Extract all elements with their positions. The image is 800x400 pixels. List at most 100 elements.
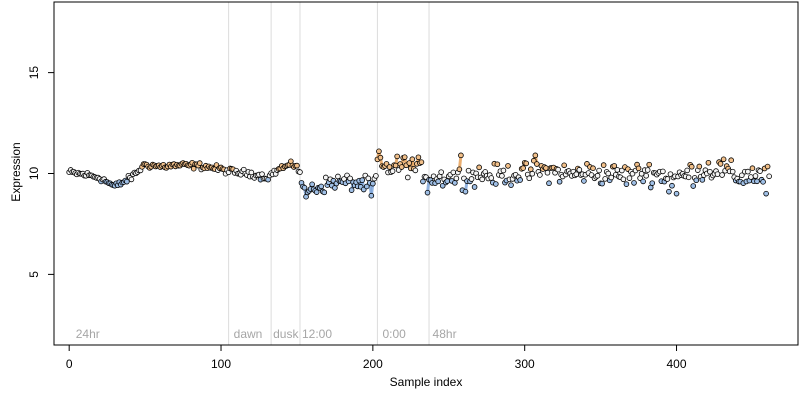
data-point: [412, 167, 419, 174]
data-point: [660, 168, 666, 175]
data-point: [438, 169, 444, 175]
data-point: [377, 154, 384, 161]
data-point: [599, 180, 605, 187]
data-point: [462, 188, 469, 195]
data-point: [529, 170, 536, 177]
data-point: [301, 184, 308, 191]
data-point: [294, 162, 300, 169]
data-point: [450, 169, 457, 176]
data-point: [673, 190, 680, 197]
data-point: [476, 164, 482, 171]
data-point: [623, 181, 630, 187]
data-point: [720, 156, 727, 163]
x-axis: 0 100 200 300 400: [66, 344, 687, 371]
data-point: [619, 167, 625, 174]
data-point: [699, 177, 706, 183]
data-point: [714, 171, 721, 177]
data-point: [667, 171, 674, 177]
time-annotation: 24hr: [76, 327, 100, 341]
data-point: [614, 167, 621, 173]
data-point: [763, 190, 769, 197]
data-point: [537, 172, 543, 178]
data-point: [313, 189, 320, 195]
data-point: [128, 176, 135, 183]
data-point: [309, 181, 315, 188]
data-point: [739, 172, 745, 179]
data-point: [321, 189, 328, 196]
data-point: [527, 166, 534, 172]
data-point: [348, 187, 355, 193]
data-point: [544, 169, 551, 176]
data-point: [620, 176, 627, 183]
data-point: [531, 157, 537, 164]
x-tick-label: 100: [211, 357, 231, 371]
data-point: [576, 167, 583, 173]
time-annotation: dawn: [234, 327, 263, 341]
data-point: [646, 161, 652, 168]
data-point: [505, 163, 511, 169]
data-point: [517, 177, 523, 183]
x-axis-label: Sample index: [390, 375, 463, 389]
data-point: [543, 165, 549, 171]
data-point: [409, 156, 416, 163]
data-point: [561, 162, 567, 169]
data-point: [635, 165, 642, 172]
data-point: [523, 160, 530, 167]
data-point: [581, 178, 587, 184]
data-point: [520, 165, 526, 171]
data-point: [363, 183, 370, 190]
data-point: [493, 181, 499, 187]
data-point: [596, 167, 602, 174]
data-point: [373, 173, 379, 179]
data-point: [359, 177, 366, 183]
data-point: [389, 168, 396, 174]
plot-frame: [53, 1, 799, 346]
data-point: [690, 183, 697, 189]
data-point: [602, 176, 608, 182]
data-point: [456, 166, 463, 173]
data-point: [404, 174, 411, 181]
data-point: [452, 180, 458, 186]
data-point: [644, 167, 651, 173]
data-point: [754, 178, 760, 185]
data-point: [669, 182, 675, 189]
data-point: [347, 175, 353, 182]
data-point: [368, 192, 375, 199]
data-point: [573, 171, 580, 178]
data-point: [532, 152, 539, 159]
data-point: [631, 180, 637, 186]
data-point: [508, 182, 514, 188]
x-tick-label: 300: [515, 357, 535, 371]
data-point: [479, 176, 485, 183]
data-point: [717, 161, 724, 167]
time-annotation: 12:00: [302, 327, 332, 341]
data-point: [322, 174, 329, 181]
data-points: [66, 148, 772, 200]
data-point: [729, 168, 736, 175]
data-point: [705, 159, 712, 166]
data-point: [764, 163, 771, 170]
x-tick-label: 0: [66, 357, 73, 371]
data-point: [664, 176, 671, 182]
data-point: [555, 166, 561, 173]
data-point: [749, 165, 756, 172]
data-point: [124, 178, 130, 185]
data-point: [608, 174, 615, 181]
time-annotation: 48hr: [433, 327, 457, 341]
data-point: [649, 180, 656, 186]
data-point: [386, 164, 393, 170]
time-annotations: 24hr dawn dusk 12:00 0:00 48hr: [76, 327, 457, 341]
y-tick-label: 5: [27, 271, 41, 278]
data-point: [376, 148, 382, 155]
data-point: [468, 176, 475, 182]
data-point: [611, 163, 618, 169]
data-point: [752, 173, 759, 179]
data-point: [500, 167, 507, 174]
data-point: [719, 172, 725, 178]
data-point: [556, 178, 563, 185]
data-point: [626, 175, 633, 181]
data-point: [370, 180, 376, 187]
data-point: [494, 161, 501, 168]
data-point: [398, 164, 405, 170]
data-point: [424, 189, 431, 196]
